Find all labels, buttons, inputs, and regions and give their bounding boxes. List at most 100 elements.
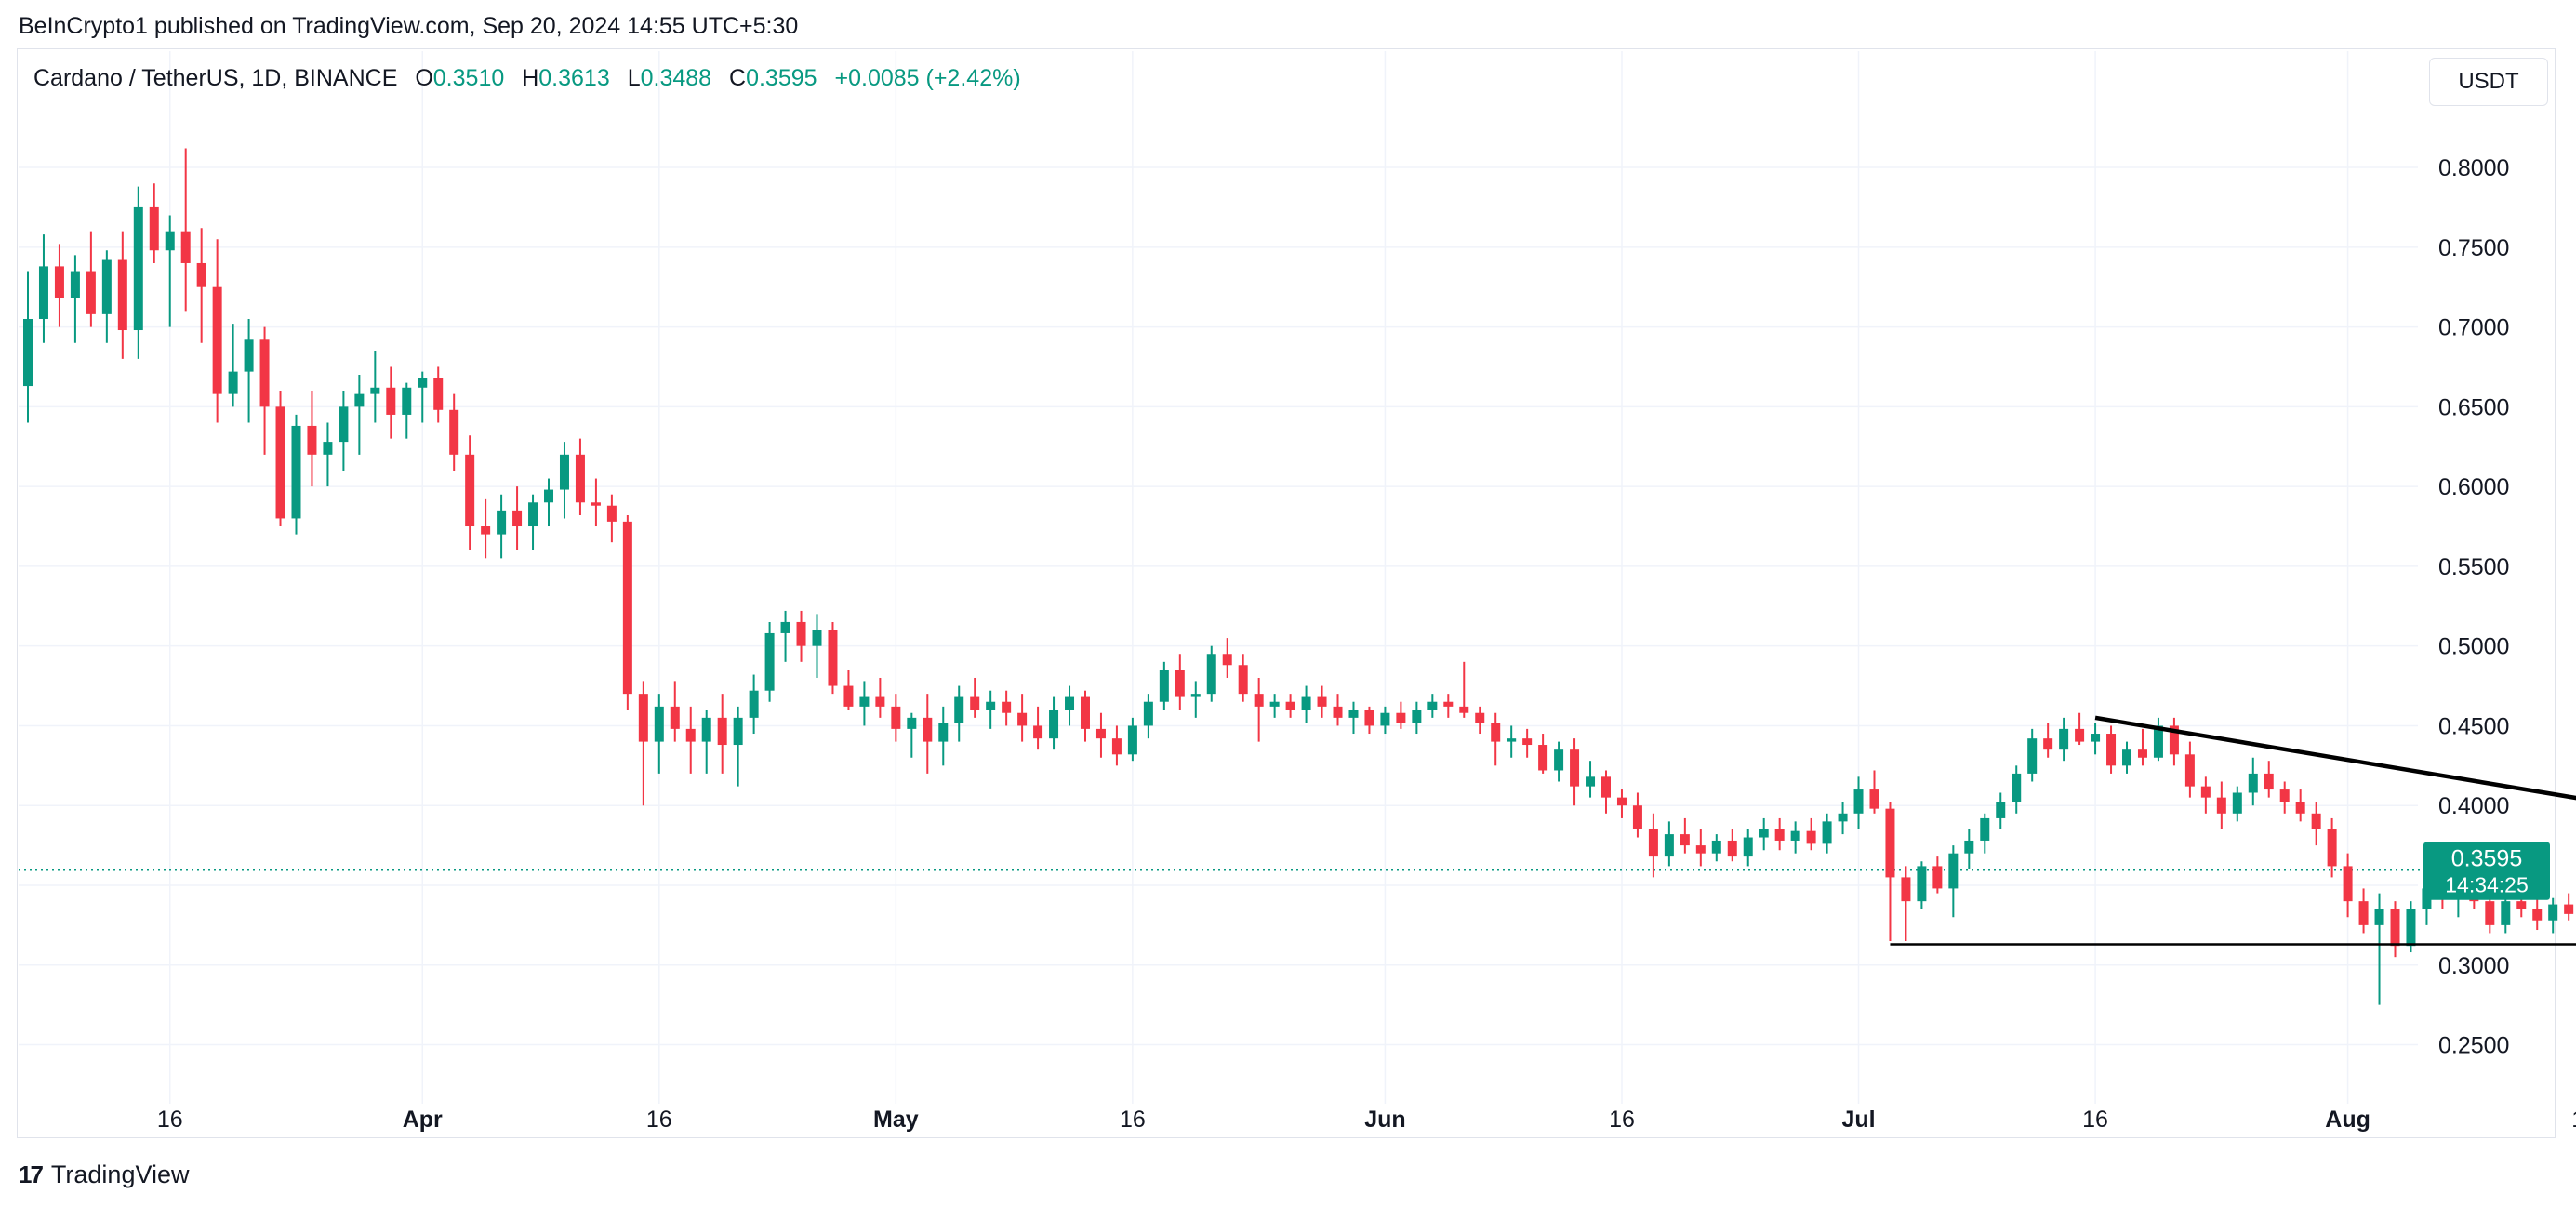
candle-body bbox=[2548, 904, 2558, 921]
candle-body bbox=[1680, 834, 1690, 846]
candle-up bbox=[1412, 701, 1422, 735]
candle-body bbox=[970, 696, 980, 710]
candle-down bbox=[1774, 817, 1785, 851]
candle-up bbox=[1269, 694, 1280, 718]
candle-body bbox=[1616, 797, 1627, 806]
candle-body bbox=[622, 521, 632, 695]
candle-body bbox=[1080, 696, 1090, 729]
open-value: 0.3510 bbox=[432, 65, 505, 91]
candle-down bbox=[1033, 706, 1043, 750]
currency-button[interactable]: USDT bbox=[2429, 58, 2548, 106]
candle-up bbox=[749, 674, 759, 735]
candle-body bbox=[528, 502, 538, 527]
candle-body bbox=[1285, 701, 1295, 710]
candle-up bbox=[1143, 694, 1153, 739]
x-tick-label: Jul bbox=[1841, 1107, 1875, 1133]
candle-up bbox=[1853, 776, 1864, 829]
candle-body bbox=[1222, 654, 1232, 666]
candle-body bbox=[465, 454, 475, 527]
candle-body bbox=[2091, 734, 2101, 742]
candle-body bbox=[685, 728, 696, 742]
time-axis: 16Apr16May16Jun16Jul16Aug16Sep16Oct16 bbox=[157, 1107, 2576, 1133]
candle-body bbox=[1806, 830, 1816, 844]
candle-body bbox=[1095, 728, 1106, 739]
candle-up bbox=[701, 710, 711, 774]
candle-up bbox=[733, 706, 743, 787]
candle-body bbox=[1111, 738, 1122, 755]
candle-down bbox=[1095, 712, 1106, 758]
candle-body bbox=[1586, 776, 1596, 787]
candle-body bbox=[449, 409, 459, 455]
candle-body bbox=[875, 696, 885, 707]
grid-lines bbox=[19, 51, 2423, 1104]
candle-up bbox=[1917, 861, 1927, 909]
x-tick-label: 16 bbox=[646, 1107, 672, 1133]
candle-up bbox=[907, 712, 917, 758]
candle-down bbox=[1364, 706, 1374, 735]
candle-body bbox=[654, 706, 664, 742]
candle-body bbox=[2216, 797, 2226, 814]
candle-up bbox=[70, 255, 80, 343]
candle-body bbox=[2184, 754, 2195, 787]
candle-down bbox=[2075, 712, 2085, 746]
candle-down bbox=[1616, 789, 1627, 818]
x-tick-label: Jun bbox=[1364, 1107, 1405, 1133]
candle-body bbox=[780, 621, 790, 633]
candle-body bbox=[1570, 749, 1580, 787]
candle-down bbox=[1396, 701, 1406, 729]
candle-up bbox=[1507, 725, 1517, 758]
published-by-line: BeInCrypto1 published on TradingView.com… bbox=[19, 13, 799, 39]
candle-body bbox=[923, 717, 933, 742]
candle-body bbox=[638, 694, 648, 742]
tradingview-footer[interactable]: 17 TradingView bbox=[19, 1161, 190, 1189]
candle-up bbox=[938, 706, 949, 766]
candle-body bbox=[212, 286, 222, 394]
candle-down bbox=[717, 694, 727, 774]
candle-body bbox=[1491, 723, 1501, 742]
candle-down bbox=[2279, 781, 2290, 814]
candle-body bbox=[938, 723, 949, 742]
candle-body bbox=[259, 339, 270, 407]
candle-body bbox=[749, 690, 759, 718]
candle-up bbox=[2153, 717, 2163, 762]
candle-down bbox=[1459, 661, 1469, 718]
candle-down bbox=[512, 486, 523, 550]
candle-up bbox=[354, 375, 365, 455]
candle-down bbox=[1238, 654, 1248, 702]
candle-body bbox=[1885, 808, 1895, 878]
candle-down bbox=[1901, 866, 1911, 942]
x-tick-label: 16 bbox=[157, 1107, 183, 1133]
candle-up bbox=[402, 382, 412, 439]
candle-body bbox=[828, 630, 838, 686]
candle-up bbox=[165, 215, 175, 327]
candle-down bbox=[1648, 813, 1658, 878]
candle-body bbox=[418, 378, 428, 388]
candle-body bbox=[2106, 734, 2117, 766]
candle-down bbox=[117, 231, 127, 359]
candle-body bbox=[354, 393, 365, 407]
candle-down bbox=[2137, 728, 2147, 766]
candle-body bbox=[1759, 829, 1769, 838]
candle-down bbox=[2184, 741, 2195, 798]
candle-body bbox=[1774, 829, 1785, 841]
candle-down bbox=[622, 515, 632, 710]
candle-body bbox=[133, 206, 143, 331]
chart-pane[interactable] bbox=[17, 48, 2556, 1138]
candle-body bbox=[1522, 738, 1533, 746]
trendlines: breakout bbox=[1890, 715, 2576, 946]
candle-body bbox=[1443, 701, 1454, 707]
candle-body bbox=[1632, 805, 1642, 829]
candle-body bbox=[2279, 789, 2290, 802]
candle-up bbox=[101, 250, 112, 343]
change-value: +0.0085 (+2.42%) bbox=[834, 65, 1021, 91]
candle-body bbox=[370, 387, 380, 394]
candle-down bbox=[1002, 690, 1012, 726]
candle-body bbox=[323, 442, 333, 455]
candle-up bbox=[1711, 834, 1721, 862]
candle-body bbox=[38, 266, 48, 320]
candle-up bbox=[370, 351, 380, 423]
candle-body bbox=[1980, 817, 1990, 841]
candle-up bbox=[23, 271, 33, 423]
